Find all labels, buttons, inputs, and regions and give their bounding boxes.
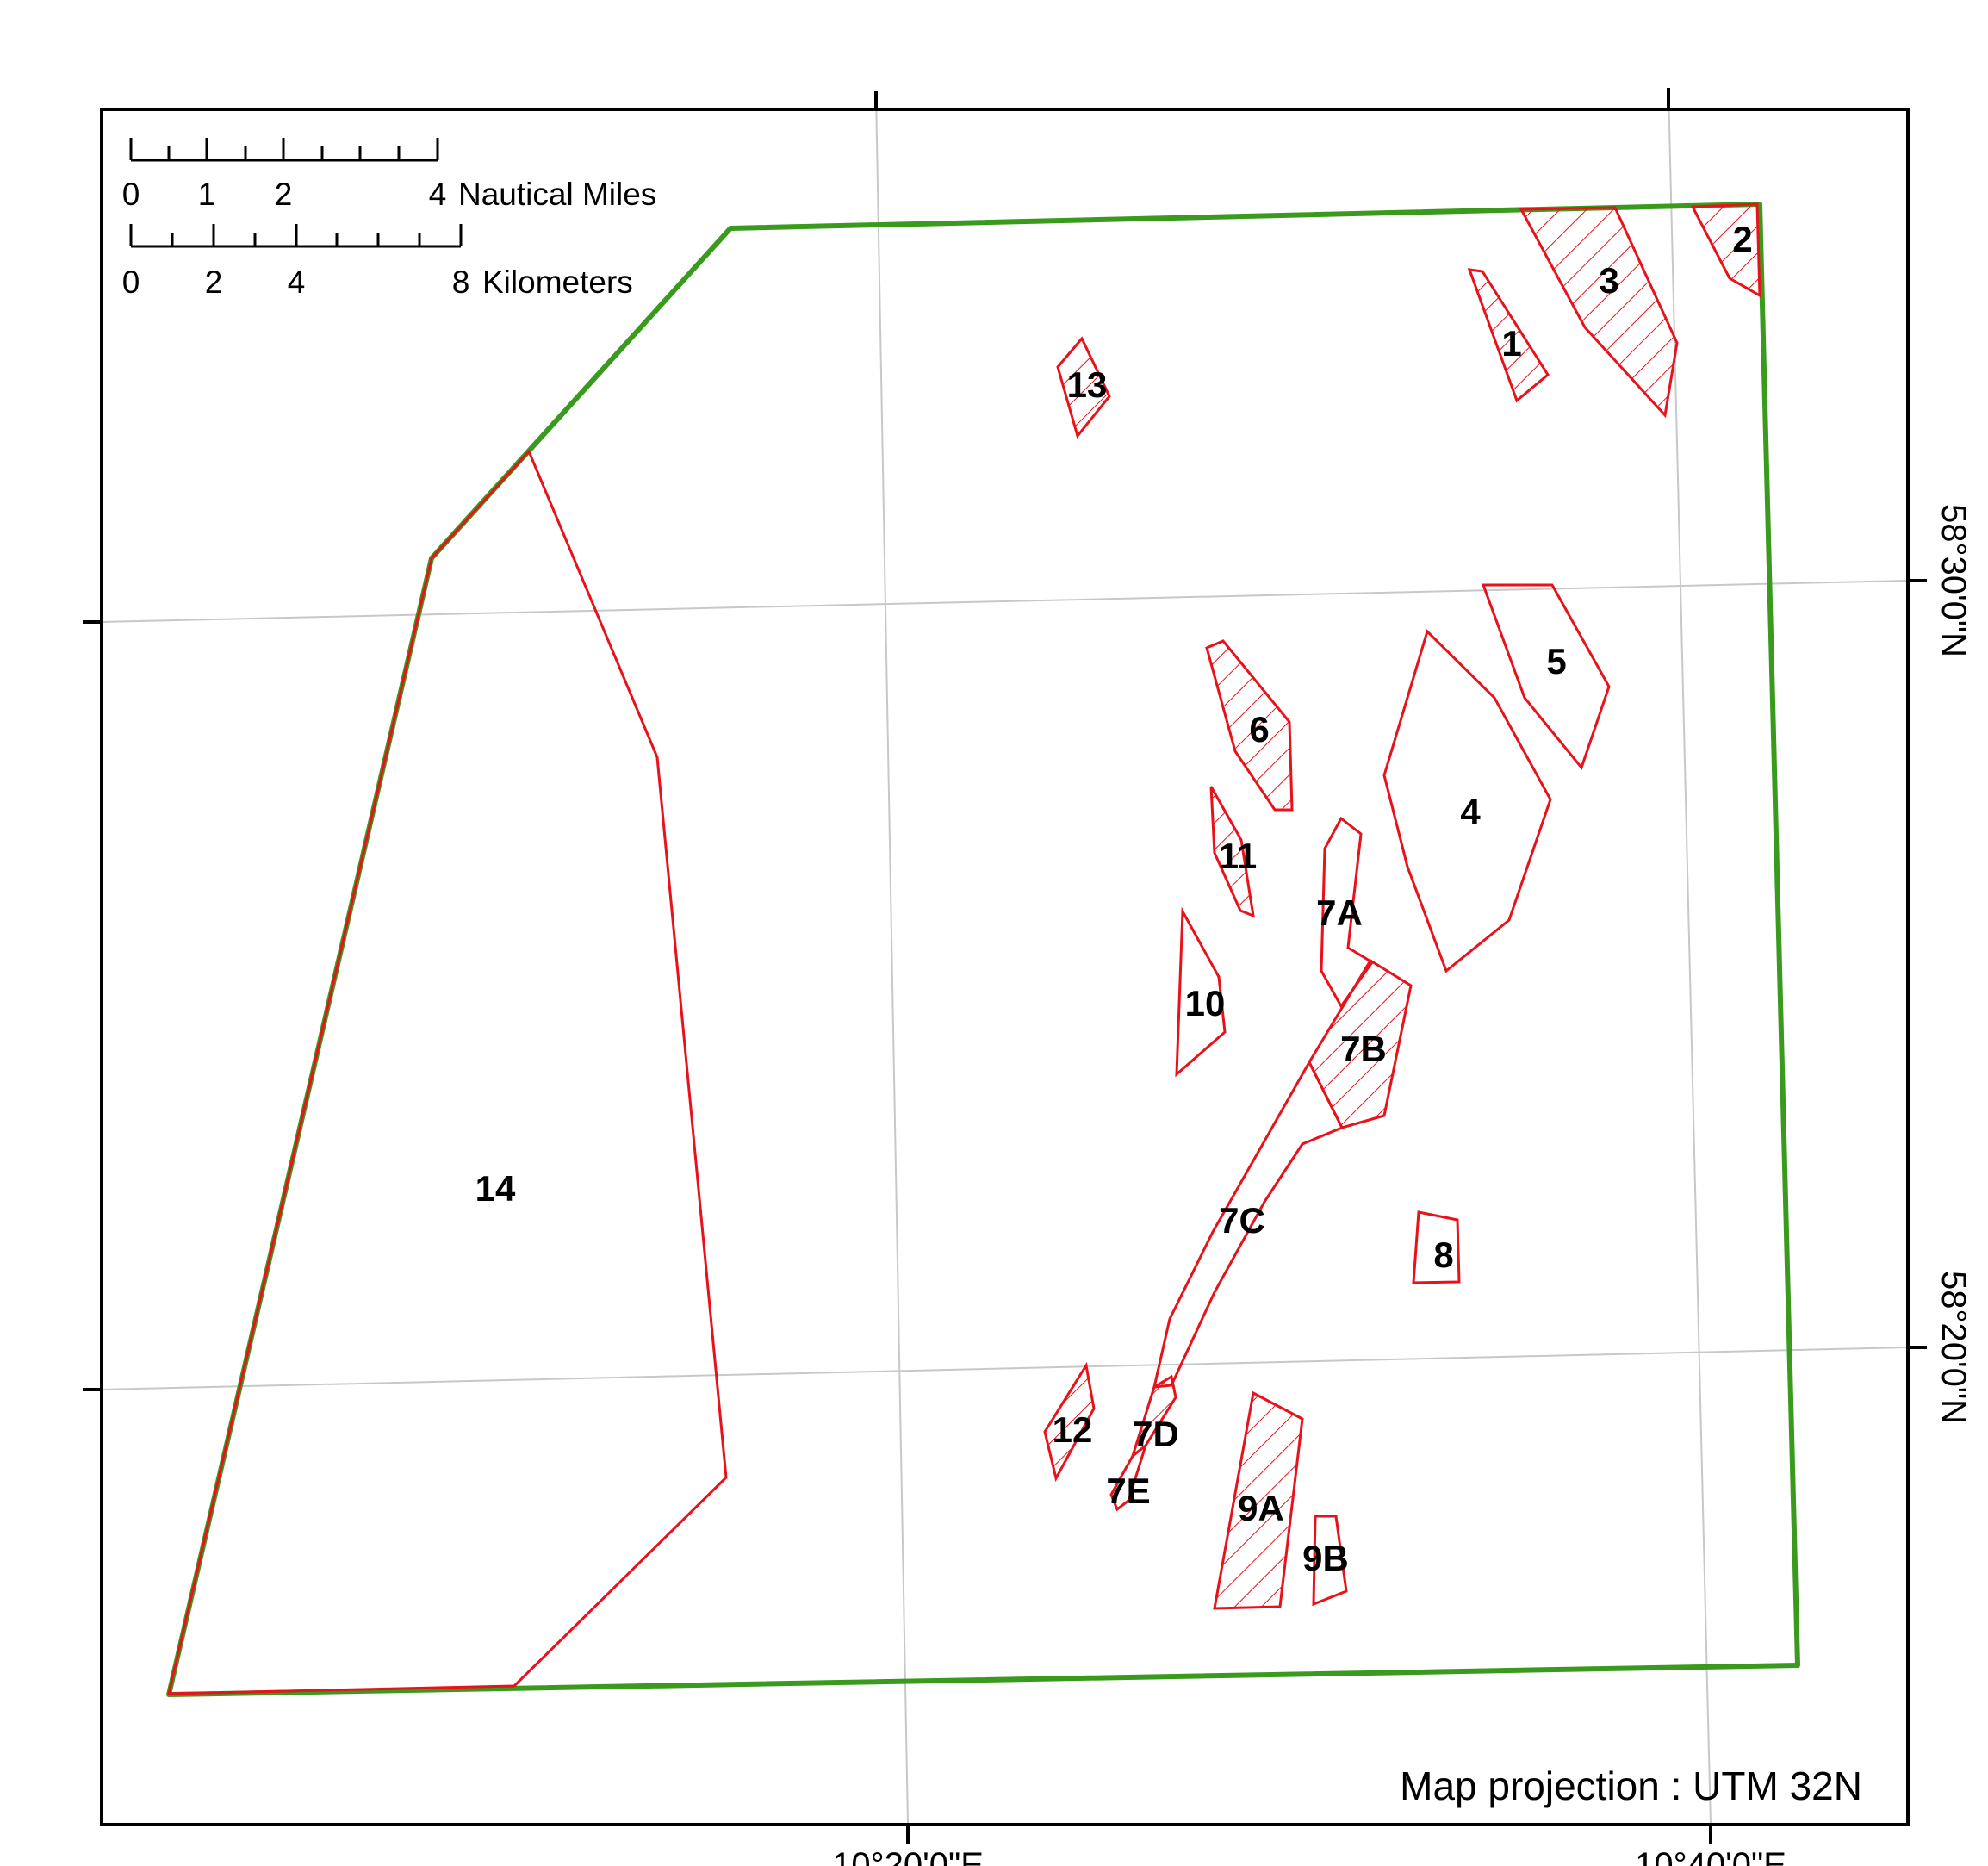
lon-label-right: 10°40'0"E [1635, 1846, 1786, 1866]
scale-bar: 0 1 2 4 Nautical Miles 0 2 4 8 Kilometer… [122, 138, 656, 300]
area-13[interactable] [1056, 336, 1111, 439]
area-9a[interactable] [1213, 1390, 1304, 1610]
nautical-tick-1: 1 [198, 177, 216, 212]
area-label-10: 10 [1185, 983, 1226, 1023]
projection-label: Map projection : UTM 32N [1400, 1763, 1862, 1808]
km-tick-8: 8 [452, 264, 470, 300]
area-label-13: 13 [1067, 364, 1108, 405]
nautical-tick-4: 4 [429, 177, 447, 212]
area-5[interactable] [1481, 583, 1611, 771]
area-7e[interactable] [1109, 1441, 1148, 1512]
area-7c[interactable] [1152, 1059, 1345, 1389]
area-label-9a: 9A [1238, 1488, 1284, 1528]
area-label-5: 5 [1546, 641, 1566, 681]
map-frame [100, 108, 1910, 1826]
area-label-7d: 7D [1133, 1414, 1179, 1454]
area-label-1: 1 [1501, 323, 1521, 364]
area-label-7b: 7B [1340, 1029, 1387, 1069]
meridian-line-left [875, 92, 909, 1826]
area-label-4: 4 [1460, 792, 1481, 832]
area-label-3: 3 [1599, 260, 1618, 301]
area-2[interactable] [1690, 202, 1761, 298]
area-7b[interactable] [1308, 958, 1413, 1129]
km-tick-2: 2 [205, 264, 223, 300]
area-7a[interactable] [1320, 816, 1375, 1009]
area-label-9b: 9B [1302, 1538, 1349, 1578]
area-9b[interactable] [1312, 1515, 1348, 1607]
parallel-line-top [99, 580, 1909, 623]
area-4[interactable] [1382, 629, 1552, 973]
area-label-7a: 7A [1316, 893, 1363, 933]
area-1[interactable] [1467, 268, 1550, 403]
area-10[interactable] [1175, 906, 1227, 1078]
parallel-line-bottom [99, 1347, 1909, 1390]
area-11[interactable] [1209, 786, 1255, 918]
area-labels: 1 2 3 4 5 6 7A 7B 7C 7D 7E 8 9A 9B 10 11… [475, 219, 1753, 1578]
area-7d[interactable] [1130, 1374, 1177, 1460]
km-unit-label: Kilometers [482, 264, 633, 300]
km-tick-0: 0 [122, 264, 140, 300]
km-tick-4: 4 [288, 264, 306, 300]
area-label-8: 8 [1433, 1235, 1453, 1275]
lat-label-bottom: 58°20'0"N [1935, 1271, 1972, 1424]
meridian-line-right [1668, 89, 1712, 1826]
nautical-tick-2: 2 [275, 177, 293, 212]
nautical-unit-label: Nautical Miles [458, 177, 656, 212]
area-label-2: 2 [1732, 219, 1752, 259]
areas [167, 202, 1761, 1695]
area-8[interactable] [1412, 1210, 1461, 1284]
scale-bar-nautical: 0 1 2 4 Nautical Miles [122, 138, 656, 212]
area-14[interactable] [167, 449, 728, 1695]
area-label-7c: 7C [1219, 1200, 1265, 1241]
area-3[interactable] [1519, 206, 1679, 419]
lon-label-left: 10°20'0"E [832, 1846, 984, 1866]
area-label-12: 12 [1053, 1409, 1093, 1450]
graticule [99, 89, 1909, 1826]
area-label-11: 11 [1219, 836, 1257, 876]
nautical-tick-0: 0 [122, 177, 140, 212]
area-6[interactable] [1205, 639, 1294, 812]
area-12[interactable] [1043, 1361, 1096, 1483]
scale-bar-kilometers: 0 2 4 8 Kilometers [122, 224, 633, 300]
area-label-7e: 7E [1106, 1471, 1150, 1511]
study-area-boundary [166, 202, 1800, 1697]
lat-label-top: 58°30'0"N [1935, 504, 1972, 657]
area-label-14: 14 [475, 1168, 516, 1209]
area-label-6: 6 [1249, 709, 1269, 750]
